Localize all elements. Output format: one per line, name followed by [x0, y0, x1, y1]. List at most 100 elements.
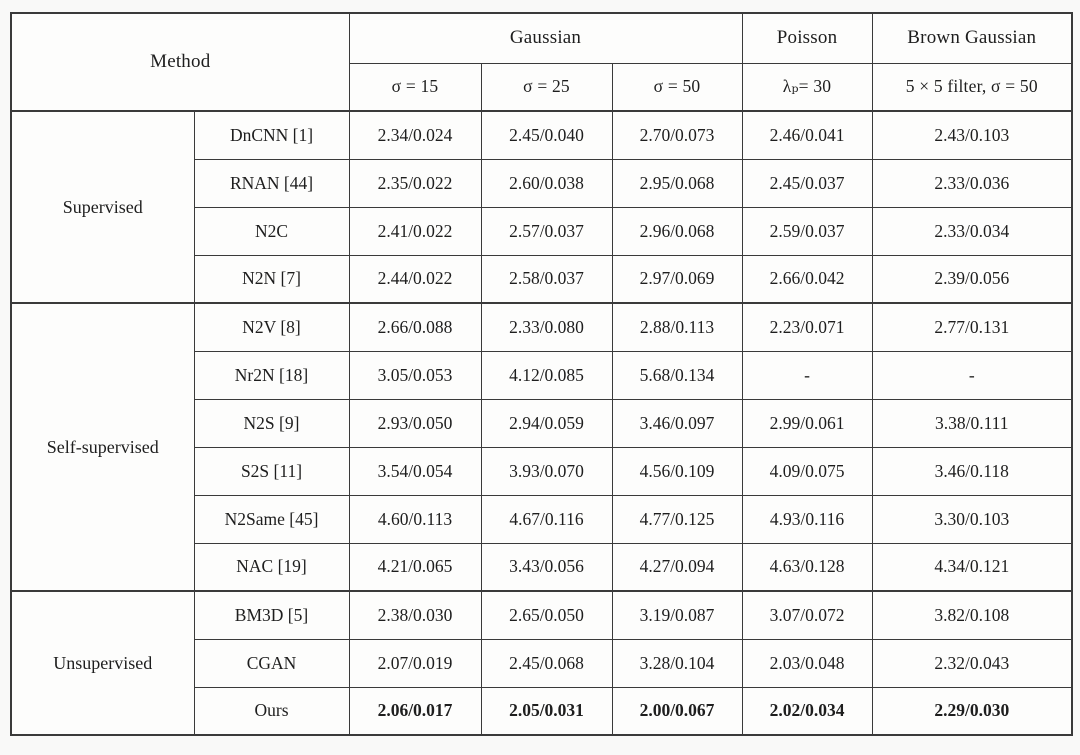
metric-value: 2.45/0.068: [480, 638, 613, 688]
table-row: N2Same [45] 4.60/0.113 4.67/0.116 4.77/0.12…: [11, 494, 1073, 544]
method-name: N2N [7]: [193, 254, 350, 304]
table-row: RNAN [44] 2.35/0.022 2.60/0.038 2.95/0.068 2…: [11, 158, 1073, 208]
metric-value: 2.32/0.043: [871, 638, 1073, 688]
results-table: Method Gaussian Poisson Brown Gaussian σ…: [10, 12, 1074, 736]
metric-value: 2.93/0.050: [348, 398, 482, 448]
metric-value: 2.35/0.022: [348, 158, 482, 208]
metric-value: 2.07/0.019: [348, 638, 482, 688]
method-name: CGAN: [193, 638, 350, 688]
table-row: N2C 2.41/0.022 2.57/0.037 2.96/0.068 2.59/0.…: [11, 206, 1073, 256]
table-body: Supervised DnCNN [1] 2.34/0.024 2.45/0.040 2…: [10, 110, 1073, 736]
sigma-50-header: σ = 50: [611, 62, 743, 112]
metric-value: 2.58/0.037: [480, 254, 613, 304]
metric-value: 2.59/0.037: [741, 206, 873, 256]
metric-value: -: [741, 350, 873, 400]
metric-value: 4.77/0.125: [611, 494, 743, 544]
metric-value: 2.45/0.037: [741, 158, 873, 208]
metric-value: 2.00/0.067: [611, 686, 743, 736]
metric-value: 2.60/0.038: [480, 158, 613, 208]
method-name: N2Same [45]: [193, 494, 350, 544]
table-row: CGAN 2.07/0.019 2.45/0.068 3.28/0.104 2.03/0…: [11, 638, 1073, 688]
method-name: NAC [19]: [193, 542, 350, 592]
metric-value: 2.94/0.059: [480, 398, 613, 448]
metric-value: 2.95/0.068: [611, 158, 743, 208]
metric-value: 2.66/0.088: [348, 302, 482, 352]
metric-value: 2.99/0.061: [741, 398, 873, 448]
metric-value: 2.45/0.040: [480, 110, 613, 160]
method-name: S2S [11]: [193, 446, 350, 496]
table-header: Method Gaussian Poisson Brown Gaussian σ…: [10, 12, 1073, 112]
method-name: DnCNN [1]: [193, 110, 350, 160]
metric-value: 4.34/0.121: [871, 542, 1073, 592]
method-name: Ours: [193, 686, 350, 736]
metric-value: 3.93/0.070: [480, 446, 613, 496]
method-name: BM3D [5]: [193, 590, 350, 640]
method-column-header: Method: [10, 12, 350, 112]
metric-value: 2.33/0.034: [871, 206, 1073, 256]
brown-gaussian-group-header: Brown Gaussian: [871, 12, 1073, 64]
method-name: N2C: [193, 206, 350, 256]
table-row: S2S [11] 3.54/0.054 3.93/0.070 4.56/0.109 4.…: [11, 446, 1073, 496]
method-name: RNAN [44]: [193, 158, 350, 208]
results-table-container: Method Gaussian Poisson Brown Gaussian σ…: [10, 12, 1074, 736]
metric-value: 3.38/0.111: [871, 398, 1073, 448]
metric-value: 2.33/0.036: [871, 158, 1073, 208]
metric-value: 2.46/0.041: [741, 110, 873, 160]
metric-value: 2.02/0.034: [741, 686, 873, 736]
table-row: Nr2N [18] 3.05/0.053 4.12/0.085 5.68/0.134-…: [11, 350, 1073, 400]
metric-value: 3.54/0.054: [348, 446, 482, 496]
metric-value: 4.60/0.113: [348, 494, 482, 544]
table-row: Ours 2.06/0.017 2.05/0.031 2.00/0.067 2.02/0…: [11, 686, 1073, 736]
table-row: NAC [19] 4.21/0.065 3.43/0.056 4.27/0.094 4.…: [11, 542, 1073, 592]
metric-value: 2.88/0.113: [611, 302, 743, 352]
metric-value: 4.09/0.075: [741, 446, 873, 496]
poisson-group-header: Poisson: [741, 12, 873, 64]
metric-value: 2.34/0.024: [348, 110, 482, 160]
metric-value: 3.19/0.087: [611, 590, 743, 640]
metric-value: 2.97/0.069: [611, 254, 743, 304]
table-row: Supervised DnCNN [1] 2.34/0.024 2.45/0.040 2…: [10, 110, 1073, 304]
metric-value: 2.33/0.080: [480, 302, 613, 352]
metric-value: 3.28/0.104: [611, 638, 743, 688]
sigma-25-header: σ = 25: [480, 62, 613, 112]
metric-value: 2.05/0.031: [480, 686, 613, 736]
metric-value: 2.43/0.103: [871, 110, 1073, 160]
metric-value: 4.12/0.085: [480, 350, 613, 400]
metric-value: 2.03/0.048: [741, 638, 873, 688]
method-name: N2V [8]: [193, 302, 350, 352]
metric-value: 2.29/0.030: [871, 686, 1073, 736]
metric-value: 2.96/0.068: [611, 206, 743, 256]
metric-value: 3.46/0.097: [611, 398, 743, 448]
filter-sigma-50-header: 5 × 5 filter, σ = 50: [871, 62, 1073, 112]
metric-value: -: [871, 350, 1073, 400]
metric-value: 2.06/0.017: [348, 686, 482, 736]
metric-value: 4.21/0.065: [348, 542, 482, 592]
table-row: N2N [7] 2.44/0.022 2.58/0.037 2.97/0.069 2.6…: [11, 254, 1073, 304]
metric-value: 2.23/0.071: [741, 302, 873, 352]
metric-value: 3.30/0.103: [871, 494, 1073, 544]
metric-value: 2.70/0.073: [611, 110, 743, 160]
metric-value: 4.27/0.094: [611, 542, 743, 592]
metric-value: 4.56/0.109: [611, 446, 743, 496]
metric-value: 5.68/0.134: [611, 350, 743, 400]
metric-value: 2.57/0.037: [480, 206, 613, 256]
metric-value: 3.82/0.108: [871, 590, 1073, 640]
metric-value: 2.44/0.022: [348, 254, 482, 304]
sigma-15-header: σ = 15: [348, 62, 482, 112]
row-group-label-supervised: Supervised: [10, 110, 195, 304]
metric-value: 2.38/0.030: [348, 590, 482, 640]
table-row: Unsupervised BM3D [5] 2.38/0.030 2.65/0.050…: [10, 590, 1073, 736]
row-group-label-unsupervised: Unsupervised: [10, 590, 195, 736]
method-name: N2S [9]: [193, 398, 350, 448]
table-row: Self-supervised N2V [8] 2.66/0.088 2.33/0.0…: [10, 302, 1073, 592]
metric-value: 4.63/0.128: [741, 542, 873, 592]
metric-value: 2.65/0.050: [480, 590, 613, 640]
metric-value: 2.39/0.056: [871, 254, 1073, 304]
gaussian-group-header: Gaussian: [348, 12, 743, 64]
metric-value: 2.77/0.131: [871, 302, 1073, 352]
method-name: Nr2N [18]: [193, 350, 350, 400]
metric-value: 2.41/0.022: [348, 206, 482, 256]
metric-value: 4.93/0.116: [741, 494, 873, 544]
metric-value: 3.07/0.072: [741, 590, 873, 640]
